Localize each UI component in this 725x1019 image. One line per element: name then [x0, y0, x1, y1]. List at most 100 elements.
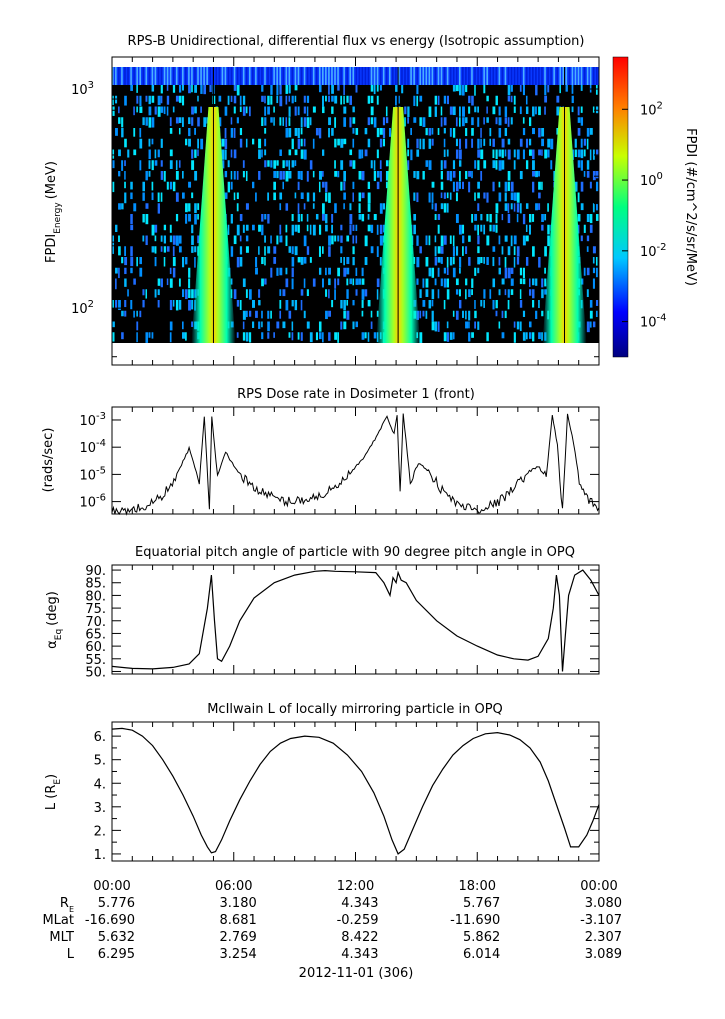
- heatmap-cell: [419, 138, 422, 150]
- heatmap-cell: [465, 85, 468, 93]
- heatmap-cell: [291, 246, 294, 255]
- heatmap-cell: [185, 67, 187, 85]
- heatmap-cell: [239, 257, 243, 267]
- heatmap-cell: [142, 214, 145, 223]
- heatmap-cell: [510, 192, 514, 201]
- heatmap-cell: [416, 95, 419, 107]
- heatmap-cell: [474, 106, 477, 113]
- heatmap-cell: [288, 106, 291, 117]
- heatmap-cell: [352, 192, 354, 202]
- heatmap-cell: [352, 67, 355, 85]
- heatmap-cell: [346, 289, 349, 299]
- heatmap-cell: [492, 300, 495, 310]
- heatmap-cell: [325, 224, 328, 232]
- heatmap-cell: [440, 117, 443, 127]
- heatmap-cell: [583, 149, 586, 157]
- heatmap-cell: [197, 67, 199, 85]
- heatmap-cell: [328, 246, 331, 257]
- heatmap-cell: [185, 214, 188, 224]
- heatmap-cell: [528, 224, 531, 235]
- heatmap-cell: [376, 289, 379, 300]
- heatmap-cell: [489, 128, 492, 137]
- heatmap-cell: [297, 181, 300, 190]
- heatmap-cell: [480, 300, 483, 307]
- heatmap-cell: [169, 267, 172, 275]
- heatmap-cell: [224, 192, 228, 199]
- heatmap-cell: [370, 85, 374, 92]
- heatmap-cell: [148, 332, 151, 338]
- heatmap-cell: [574, 149, 577, 157]
- heatmap-cell: [124, 300, 127, 308]
- heatmap-cell: [480, 149, 484, 160]
- heatmap-cell: [297, 106, 300, 116]
- heatmap-cell: [431, 300, 434, 307]
- heatmap-cell: [291, 95, 294, 104]
- heatmap-cell: [413, 67, 415, 85]
- heatmap-cell: [136, 85, 138, 93]
- heatmap-cell: [501, 149, 504, 158]
- heatmap-cell: [586, 171, 590, 178]
- heatmap-cell: [182, 332, 185, 339]
- heatmap-cell: [449, 257, 453, 266]
- heatmap-cell: [480, 67, 482, 85]
- heatmap-cell: [434, 67, 437, 85]
- heatmap-cell: [291, 224, 294, 236]
- heatmap-cell: [288, 246, 292, 253]
- heatmap-cell: [318, 267, 322, 275]
- heatmap-cell: [124, 95, 127, 106]
- heatmap-cell: [340, 160, 344, 170]
- heatmap-cell: [112, 106, 115, 116]
- heatmap-cell: [349, 160, 353, 167]
- heatmap-cell: [580, 181, 584, 192]
- heatmap-cell: [532, 171, 536, 177]
- heatmap-cell: [309, 160, 313, 170]
- heatmap-cell: [343, 117, 347, 127]
- heatmap-cell: [556, 95, 560, 103]
- heatmap-cell: [197, 117, 200, 127]
- y-tick-label: 70.: [85, 615, 106, 630]
- heatmap-cell: [279, 267, 283, 276]
- heatmap-cell: [370, 246, 374, 254]
- heatmap-cell: [507, 171, 511, 181]
- heatmap-cell: [477, 192, 480, 199]
- heatmap-cell: [516, 257, 520, 265]
- heatmap-cell: [142, 300, 145, 308]
- heatmap-cell: [510, 289, 514, 295]
- heatmap-cell: [586, 246, 589, 252]
- heatmap-cell: [379, 160, 382, 170]
- heatmap-cell: [340, 257, 342, 263]
- heatmap-cell: [191, 224, 194, 234]
- y-tick-label: 60.: [85, 640, 106, 655]
- heatmap-cell: [559, 85, 561, 94]
- heatmap-cell: [376, 224, 379, 235]
- heatmap-cell: [288, 160, 291, 171]
- heatmap-cell: [163, 224, 167, 231]
- heatmap-cell: [343, 85, 345, 96]
- heatmap-cell: [337, 67, 339, 85]
- heatmap-cell: [407, 138, 410, 148]
- heatmap-cell: [425, 160, 429, 167]
- heatmap-cell: [404, 106, 407, 115]
- heatmap-cell: [440, 67, 443, 85]
- heatmap-cell: [595, 181, 599, 192]
- heatmap-cell: [562, 67, 565, 85]
- heatmap-cell: [230, 278, 233, 285]
- heatmap-cell: [535, 106, 537, 115]
- heatmap-cell: [513, 203, 516, 212]
- colorbar-ticks: 102 100 10-2 10-4: [622, 100, 667, 331]
- heatmap-cell: [322, 278, 324, 288]
- heatmap-cell: [197, 203, 200, 210]
- heatmap-cell: [595, 203, 598, 211]
- heatmap-cell: [285, 95, 288, 105]
- heatmap-cell: [318, 181, 321, 193]
- heatmap-cell: [486, 117, 489, 123]
- heatmap-cell: [577, 224, 580, 234]
- heatmap-cell: [370, 106, 374, 116]
- heatmap-cell: [492, 106, 496, 115]
- heatmap-cell: [513, 332, 516, 343]
- heatmap-cell: [455, 310, 459, 320]
- heatmap-cell: [200, 85, 203, 94]
- heatmap-cell: [206, 67, 208, 85]
- heatmap-cell: [382, 203, 386, 210]
- heatmap-cell: [337, 171, 340, 178]
